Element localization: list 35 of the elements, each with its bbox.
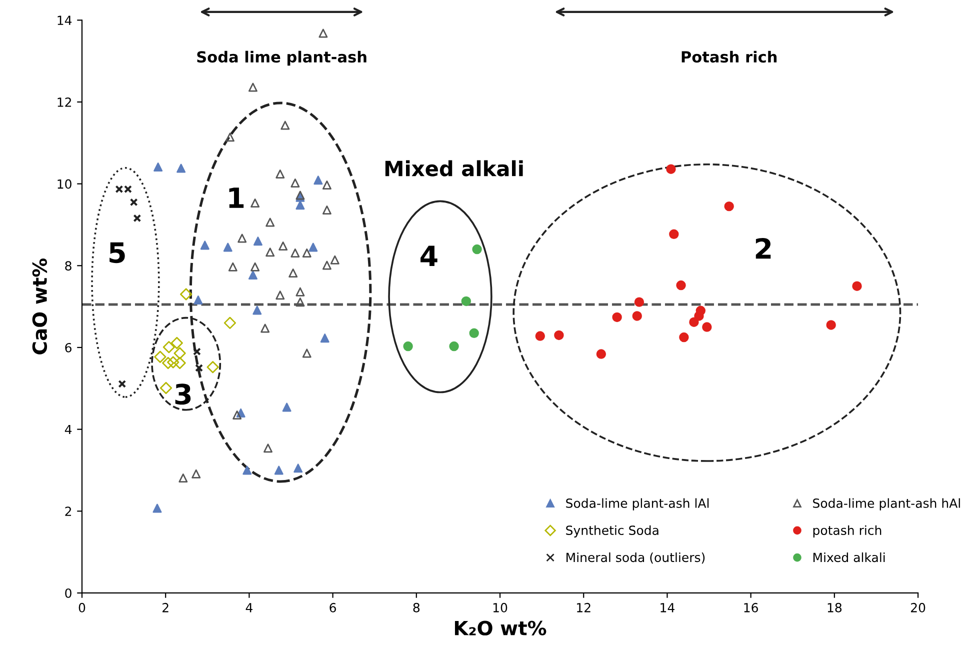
legend-label: Mineral soda (outliers) (566, 552, 705, 564)
y-tick-label: 12 (58, 97, 72, 107)
annotation: 1 (229, 188, 244, 208)
x-tick-label: 18 (828, 602, 842, 612)
annotation: 3 (175, 384, 191, 405)
annotation: Soda lime plant-ash (197, 50, 366, 66)
x-tick-label: 4 (246, 603, 252, 612)
x-tick-label: 12 (577, 602, 590, 612)
y-tick-label: 14 (58, 16, 72, 25)
x-tick-label: 8 (413, 602, 420, 612)
y-tick-label: 4 (64, 424, 72, 434)
legend-label: Mixed alkali (813, 552, 885, 562)
legend-label: Soda-lime plant-ash hAl (813, 498, 960, 510)
annotation: 5 (110, 242, 125, 264)
legend-label: Synthetic Soda (566, 525, 658, 538)
y-tick-label: 10 (58, 179, 72, 189)
x-tick-label: 16 (744, 602, 758, 612)
x-tick-label: 14 (660, 603, 674, 612)
y-tick-label: 8 (65, 261, 72, 271)
legend-label: potash rich (813, 525, 882, 538)
y-tick-label: 2 (65, 506, 72, 516)
annotation: 2 (756, 238, 771, 259)
x-tick-label: 2 (162, 602, 168, 612)
y-tick-label: 0 (65, 588, 72, 598)
annotation: Mixed alkali (385, 160, 523, 176)
legend-label: Soda-lime plant-ash lAl (566, 498, 709, 510)
annotation: 4 (420, 246, 438, 266)
x-axis-title: K₂O wt% (454, 620, 546, 636)
y-tick-label: 6 (65, 342, 72, 352)
x-tick-label: 0 (78, 602, 86, 612)
annotation: Potash rich (682, 50, 777, 63)
x-tick-label: 10 (493, 602, 508, 612)
y-axis-title: CaO wt% (32, 258, 48, 354)
x-tick-label: 6 (330, 602, 336, 612)
x-tick-label: 20 (910, 602, 926, 612)
